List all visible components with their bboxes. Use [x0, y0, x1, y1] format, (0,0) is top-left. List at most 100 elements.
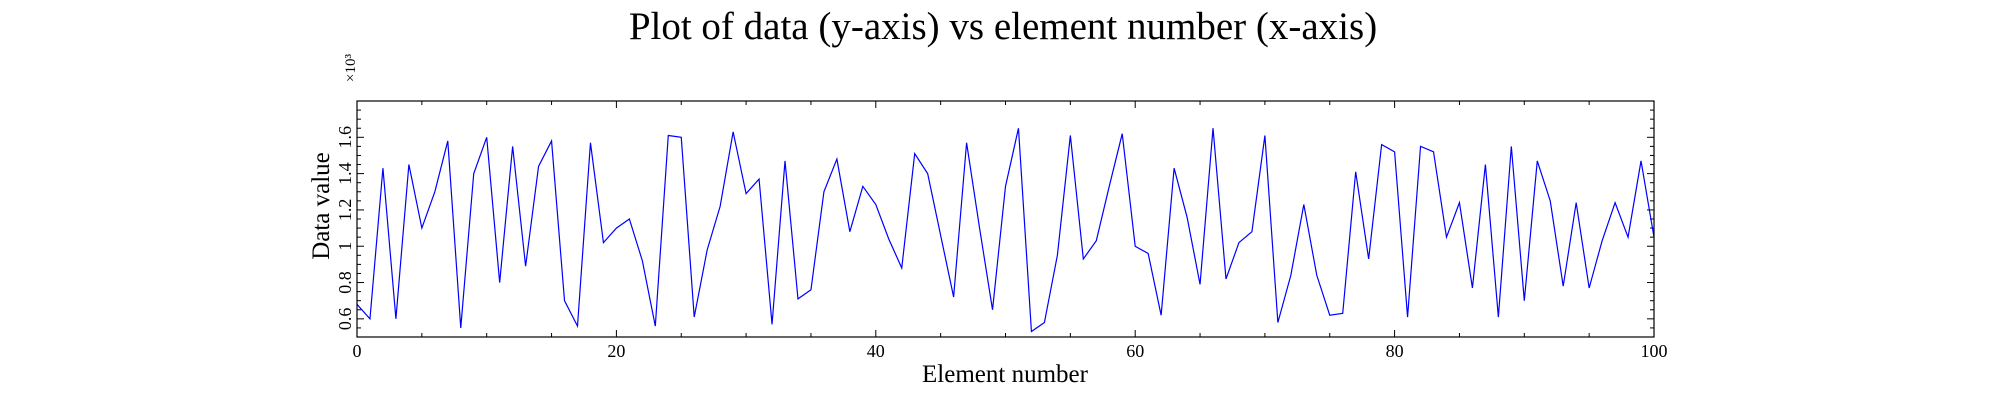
data-point	[1199, 284, 1200, 285]
data-point	[1627, 237, 1628, 238]
data-point	[1225, 278, 1226, 279]
y-tick-label: 1.6	[335, 126, 355, 149]
y-axis-label: Data value	[308, 152, 335, 260]
chart-title: Plot of data (y-axis) vs element number …	[629, 5, 1377, 48]
axis-ticks: 0 20 40 60 80 100 0.6 0.8 1 1.2 1.4 1.6	[335, 100, 1668, 361]
data-point	[1342, 313, 1343, 314]
data-point	[1381, 144, 1382, 145]
data-point	[914, 153, 915, 154]
data-point	[927, 173, 928, 174]
data-point	[460, 327, 461, 328]
data-point	[603, 242, 604, 243]
data-point	[1472, 287, 1473, 288]
data-point	[1537, 160, 1538, 161]
data-point	[1096, 240, 1097, 241]
data-point	[1238, 242, 1239, 243]
data-point	[1498, 316, 1499, 317]
x-tick-label: 20	[607, 341, 625, 361]
data-point	[797, 298, 798, 299]
data-point	[447, 140, 448, 141]
data-point	[1290, 275, 1291, 276]
data-point	[1459, 202, 1460, 203]
data-point	[1420, 146, 1421, 147]
data-point	[1135, 246, 1136, 247]
data-point	[823, 191, 824, 192]
data-point	[784, 160, 785, 161]
data-point	[1394, 151, 1395, 152]
series-group	[356, 128, 1655, 333]
data-point	[1018, 128, 1019, 129]
x-tick-label: 0	[353, 341, 362, 361]
data-point	[733, 131, 734, 132]
x-tick-label: 60	[1126, 341, 1144, 361]
data-point	[525, 266, 526, 267]
data-point	[1083, 258, 1084, 259]
data-point	[888, 238, 889, 239]
y-tick-label: 0.6	[335, 308, 355, 331]
data-point	[681, 137, 682, 138]
data-point	[720, 206, 721, 207]
y-tick-label: 1.2	[335, 199, 355, 222]
data-point	[694, 316, 695, 317]
y-tick-label: 1.4	[335, 162, 355, 185]
data-point	[551, 140, 552, 141]
data-point	[1485, 164, 1486, 165]
data-point	[1303, 204, 1304, 205]
data-point	[1070, 135, 1071, 136]
data-point	[1550, 200, 1551, 201]
data-point	[707, 249, 708, 250]
data-point	[1576, 202, 1577, 203]
data-point	[862, 186, 863, 187]
data-point	[1446, 237, 1447, 238]
data-point	[1174, 168, 1175, 169]
data-point	[1563, 286, 1564, 287]
data-point	[1057, 255, 1058, 256]
data-point	[655, 326, 656, 327]
data-point	[992, 309, 993, 310]
data-point	[771, 324, 772, 325]
data-point	[668, 135, 669, 136]
y-scale-label: ×10³	[343, 54, 359, 82]
data-point	[836, 158, 837, 159]
data-point	[1161, 315, 1162, 316]
data-point	[642, 260, 643, 261]
data-point	[1186, 217, 1187, 218]
x-tick-label: 40	[867, 341, 885, 361]
data-point	[1005, 186, 1006, 187]
data-point	[421, 227, 422, 228]
data-point	[810, 289, 811, 290]
x-tick-label: 100	[1641, 341, 1668, 361]
data-series-line	[356, 128, 1655, 333]
y-tick-label: 0.8	[335, 271, 355, 294]
data-point	[629, 218, 630, 219]
data-point	[758, 178, 759, 179]
data-point	[1368, 258, 1369, 259]
data-point	[1433, 151, 1434, 152]
data-point	[953, 296, 954, 297]
data-point	[486, 137, 487, 138]
data-point	[616, 227, 617, 228]
data-point	[1511, 146, 1512, 147]
plot-frame	[356, 100, 1655, 338]
data-point	[849, 231, 850, 232]
data-point	[875, 204, 876, 205]
data-point	[499, 282, 500, 283]
x-axis-label: Element number	[922, 361, 1089, 388]
data-point	[395, 318, 396, 319]
data-point	[1524, 300, 1525, 301]
data-point	[512, 146, 513, 147]
data-point	[1329, 315, 1330, 316]
data-point	[1212, 128, 1213, 129]
data-point	[1264, 135, 1265, 136]
data-point	[1044, 322, 1045, 323]
data-point	[473, 173, 474, 174]
data-point	[1316, 275, 1317, 276]
data-point	[434, 191, 435, 192]
data-point	[538, 166, 539, 167]
data-point	[966, 142, 967, 143]
data-point	[1031, 331, 1032, 332]
data-point	[1602, 240, 1603, 241]
data-point	[382, 168, 383, 169]
data-point	[901, 267, 902, 268]
data-point	[590, 142, 591, 143]
